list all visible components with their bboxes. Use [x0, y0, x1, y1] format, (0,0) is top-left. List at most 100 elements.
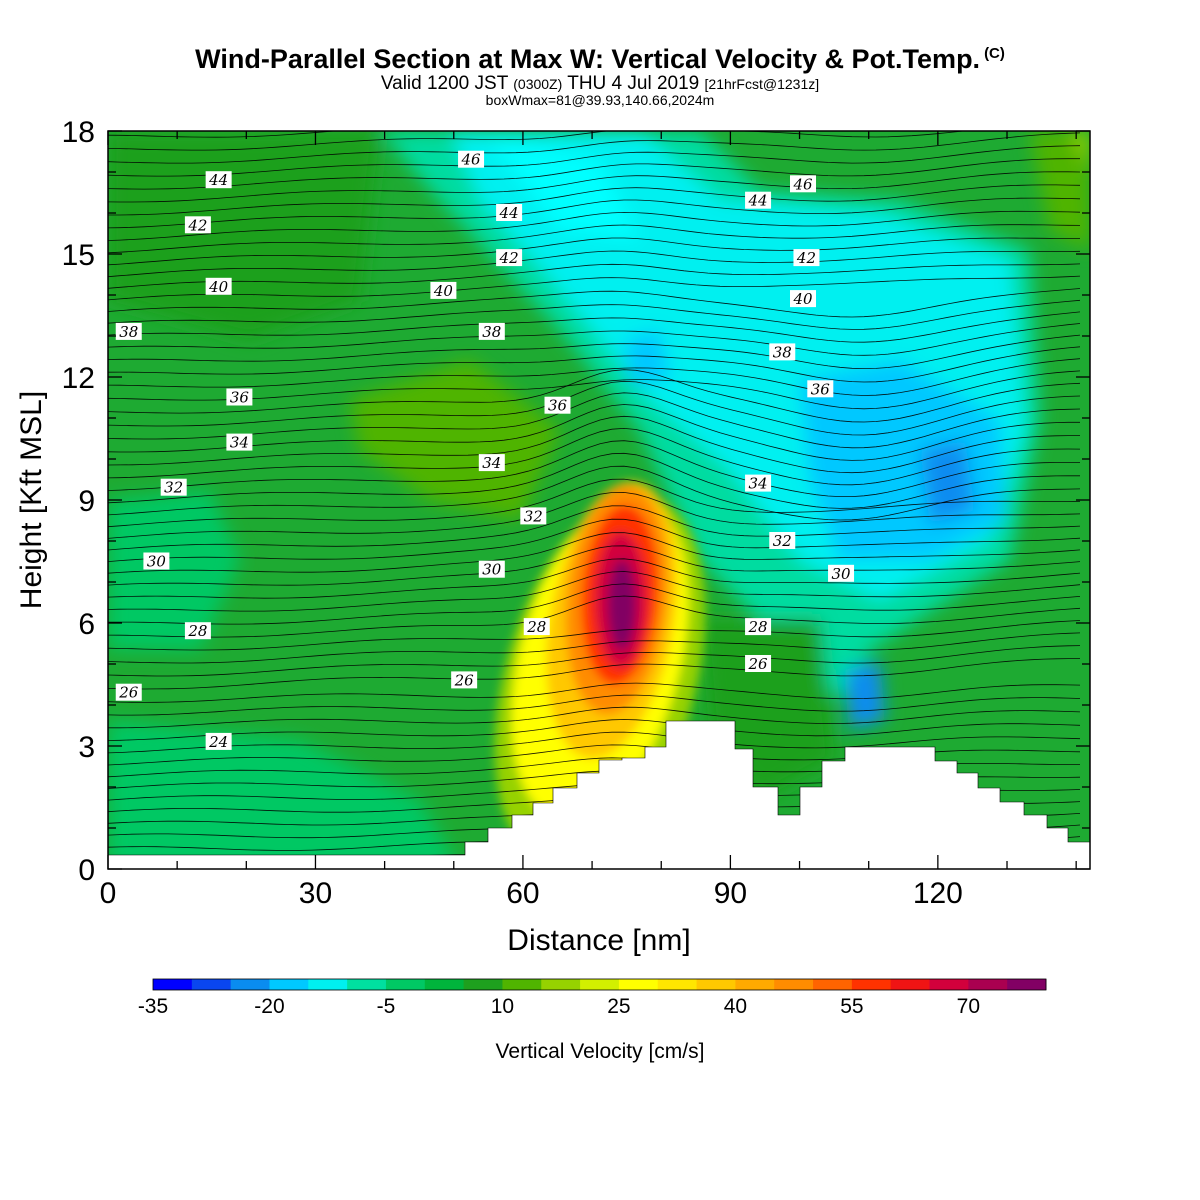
contour-label-box [184, 216, 211, 234]
isentrope-line [108, 311, 1081, 343]
contour-label-box [451, 671, 478, 689]
contour-label-box [160, 478, 187, 496]
colorbar-swatch [929, 979, 969, 990]
contour-label-box [790, 290, 817, 308]
contour-label-text: 26 [454, 671, 475, 689]
contour-label-box [205, 171, 232, 189]
colorbar-label: -35 [138, 995, 168, 1018]
contour-label-text: 30 [482, 561, 502, 579]
valid-prefix: Valid 1200 JST [380, 73, 508, 94]
isentrope-line [108, 263, 1081, 289]
contour-label-box [205, 277, 232, 295]
contour-label-box [807, 380, 834, 398]
colorbar-swatch [191, 979, 232, 990]
contour-label-box [226, 433, 253, 451]
contour-label: 38 [115, 322, 142, 341]
valid-zulu: (0300Z) [513, 76, 563, 92]
contour-label-box [115, 683, 142, 701]
box-max-info: boxWmax=81@39.93,140.66,2024m [485, 92, 715, 108]
x-tick-label: 120 [913, 877, 963, 910]
contour-label-box [769, 343, 796, 361]
colorbar-title: Vertical Velocity [cm/s] [496, 1040, 705, 1063]
contour-label-box [523, 618, 550, 636]
isentrope-line [108, 478, 1081, 528]
contour-label: 32 [769, 532, 796, 550]
contour-label: 44 [496, 204, 523, 222]
colorbar-swatch [502, 979, 542, 990]
isentrope-line [108, 731, 1081, 754]
isentrope-line [108, 334, 1081, 370]
contour-label-text: 36 [811, 380, 831, 398]
contour-label: 28 [184, 622, 211, 640]
colorbar-label: 70 [957, 995, 980, 1018]
contour-label: 30 [828, 564, 855, 583]
y-axis-title: Height [Kft MSL] [15, 391, 48, 609]
y-tick-label: 12 [62, 362, 95, 395]
isentrope-line [108, 706, 1081, 729]
isentrope-line [108, 465, 1081, 521]
contour-label: 38 [769, 343, 796, 361]
isentrope-line [108, 288, 1081, 318]
contour-label-box [544, 396, 571, 414]
contour-label-text: 42 [187, 216, 207, 234]
isentrope-line [108, 682, 1081, 703]
contour-label-text: 28 [187, 622, 207, 640]
contour-label-box [745, 618, 772, 636]
colorbar-label: -5 [377, 995, 396, 1018]
contour-label-text: 38 [482, 323, 501, 341]
contour-labels: 46 44 44 44 46 42 42 42 40 40 40 38 38 38 36 36 36 34 34 34… [115, 150, 855, 751]
isentrope-line [108, 131, 967, 151]
colorbar-frame [152, 978, 1047, 991]
isentrope-line [108, 440, 1080, 497]
contour-label-text: 44 [748, 192, 768, 210]
isentrope-line [108, 392, 1081, 449]
isentrope-line [108, 645, 1081, 677]
contour-label-text: 46 [461, 151, 482, 169]
colorbar-swatch [618, 979, 659, 990]
isentrope-line [108, 583, 1081, 625]
colorbar-swatch [774, 979, 814, 990]
contour-label-text: 34 [230, 434, 249, 452]
isentrope-line [108, 505, 1081, 551]
colorbar-swatch [541, 979, 581, 990]
isentrope-line [108, 346, 1081, 383]
isentrope-line [108, 237, 1080, 266]
contour-label: 24 [205, 732, 232, 751]
isentrope-line [108, 131, 340, 138]
colorbar-swatch [347, 979, 387, 990]
isentrope-line [108, 632, 1081, 664]
isentrope-line [108, 250, 1081, 278]
contour-label: 28 [523, 618, 550, 636]
colorbar-label: 40 [724, 995, 747, 1018]
contour-label-box [745, 474, 772, 492]
contour-label: 26 [115, 683, 142, 702]
colorbar-swatch [269, 979, 309, 990]
contour-label-box [143, 552, 170, 570]
y-tick-label: 18 [62, 116, 95, 149]
contour-label: 44 [205, 171, 232, 189]
colorbar-swatch [385, 979, 426, 990]
isentrope-line [108, 415, 1080, 474]
contour-label-text: 38 [119, 323, 138, 341]
isentrope-line [108, 694, 1081, 716]
contour-label: 34 [226, 433, 253, 452]
contour-label-text: 34 [482, 454, 501, 472]
isentrope-line [108, 323, 1081, 356]
isentrope-line [108, 299, 1081, 330]
colorbar-swatch [657, 979, 698, 990]
contour-label-text: 44 [208, 171, 228, 189]
contour-label-text: 40 [792, 290, 813, 308]
isentrope-line [108, 145, 1081, 177]
contour-label: 36 [226, 388, 253, 407]
chart-title-text: Wind-Parallel Section at Max W: Vertical… [195, 44, 981, 74]
contour-label-box [793, 249, 820, 267]
colorbar-swatch [890, 979, 931, 990]
isentrope-line [108, 158, 1080, 190]
contour-label-text: 34 [749, 475, 768, 493]
contour-label-text: 32 [164, 479, 183, 497]
y-tick-label: 6 [78, 608, 95, 641]
contour-label-box [828, 564, 855, 582]
isentrope-line [108, 571, 1081, 612]
